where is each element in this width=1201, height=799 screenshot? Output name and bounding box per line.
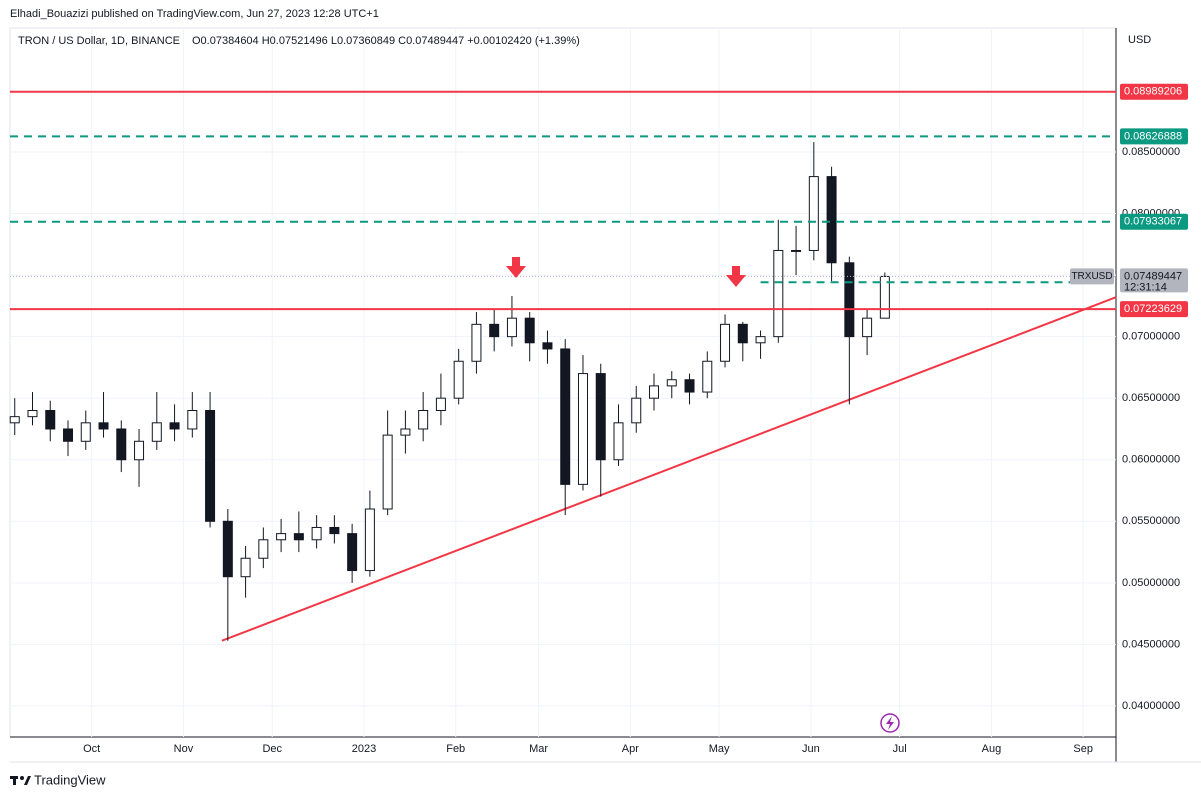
candle-body xyxy=(205,410,216,522)
candle-body xyxy=(453,360,464,399)
candle-body xyxy=(151,422,162,442)
candle-body xyxy=(276,533,287,541)
price-label-box xyxy=(1120,301,1188,318)
candle-body xyxy=(45,410,56,430)
candle-body xyxy=(737,323,748,344)
candle-body xyxy=(80,422,91,442)
candle-body xyxy=(649,385,660,399)
candle-body xyxy=(471,323,482,362)
price-label-box xyxy=(1120,128,1188,145)
candle-body xyxy=(222,520,233,578)
candle-body xyxy=(9,416,20,424)
x-tick-label: Jun xyxy=(802,743,820,755)
brand: TradingView xyxy=(34,772,106,787)
candle-body xyxy=(116,428,127,461)
lightning-icon[interactable] xyxy=(880,713,900,733)
candle-body xyxy=(684,379,695,393)
x-tick-label: Sep xyxy=(1073,743,1093,755)
x-tick-label: Apr xyxy=(622,743,639,755)
candle-body xyxy=(311,526,322,541)
x-tick-label: Aug xyxy=(982,743,1002,755)
candle-body xyxy=(808,176,819,251)
price-label: 0.08989206 xyxy=(1124,86,1182,98)
candle-body xyxy=(169,422,180,430)
candle-body xyxy=(560,348,571,485)
candle-body xyxy=(773,249,784,338)
candle-body xyxy=(258,539,269,559)
x-tick-label: May xyxy=(709,743,730,755)
symbol: TRON / US Dollar, 1D, BINANCE xyxy=(18,35,180,47)
x-tick-label: Feb xyxy=(446,743,465,755)
candle-body xyxy=(329,526,340,535)
axis-unit: USD xyxy=(1128,34,1151,46)
candle-body xyxy=(542,342,553,350)
candle-body xyxy=(382,434,393,510)
x-tick-label: 2023 xyxy=(352,743,376,755)
candle-body xyxy=(418,410,429,430)
candle-body xyxy=(400,428,411,436)
candle-body xyxy=(613,422,624,461)
last-price-box xyxy=(1120,268,1188,293)
arrow xyxy=(726,266,746,287)
y-tick-label: 0.05500000 xyxy=(1122,515,1180,527)
x-tick-label: Nov xyxy=(174,743,194,755)
candle-body xyxy=(364,508,375,572)
candle-body xyxy=(755,336,766,344)
y-tick-label: 0.06500000 xyxy=(1122,392,1180,404)
candle-body xyxy=(134,440,145,461)
candle-body xyxy=(826,176,837,264)
candle-body xyxy=(27,410,38,418)
ohlc: O0.07384604 H0.07521496 L0.07360849 C0.0… xyxy=(192,35,580,47)
candle-body xyxy=(435,397,446,412)
countdown: 12:31:14 xyxy=(1124,281,1167,293)
candle-body xyxy=(524,317,535,344)
x-tick-label: Mar xyxy=(529,743,548,755)
candle-body xyxy=(666,379,677,387)
y-tick-label: 0.04500000 xyxy=(1122,638,1180,650)
candle-body xyxy=(720,323,731,362)
price-label-box xyxy=(1120,83,1188,100)
chart-layer: Oct Nov Dec 2023 Feb Mar Apr May Jun Jul Aug Sep 0.0… xyxy=(9,28,1188,755)
y-tick-label: 0.06000000 xyxy=(1122,454,1180,466)
candle-body xyxy=(702,360,713,393)
brand-logo xyxy=(10,776,31,785)
candle-body xyxy=(862,317,873,338)
candle-body xyxy=(879,275,890,319)
symbol-tag-box xyxy=(1070,268,1114,285)
candle-body xyxy=(506,317,517,338)
y-tick-label: 0.08500000 xyxy=(1122,146,1180,158)
symbol-tag: TRXUSD xyxy=(1071,271,1112,282)
candle-body xyxy=(631,397,642,424)
x-tick-label: Dec xyxy=(262,743,282,755)
y-tick-label: 0.04000000 xyxy=(1122,700,1180,712)
last-price-label: 0.07489447 xyxy=(1124,270,1182,282)
candle-body xyxy=(63,428,74,442)
publisher: Elhadi_Bouazizi published on TradingView… xyxy=(10,8,379,20)
x-tick-label: Jul xyxy=(893,743,907,755)
candle-body xyxy=(187,410,198,430)
candle-body xyxy=(240,557,251,578)
candle-body xyxy=(489,323,500,338)
candle-body xyxy=(347,533,358,572)
price-label: 0.08626888 xyxy=(1124,130,1182,142)
price-label: 0.07223629 xyxy=(1124,303,1182,315)
price-label: 0.07933067 xyxy=(1124,216,1182,228)
price-label-box xyxy=(1120,213,1188,230)
candle-body xyxy=(791,249,802,252)
arrow xyxy=(506,257,526,278)
y-tick-label: 0.05000000 xyxy=(1122,577,1180,589)
trendline xyxy=(221,296,1117,642)
candle-body xyxy=(577,373,588,485)
x-tick-label: Oct xyxy=(83,743,100,755)
candle-body xyxy=(98,422,109,430)
candle-body xyxy=(844,262,855,338)
candle-body xyxy=(293,533,304,541)
candle-body xyxy=(595,373,606,461)
y-tick-label: 0.07000000 xyxy=(1122,331,1180,343)
